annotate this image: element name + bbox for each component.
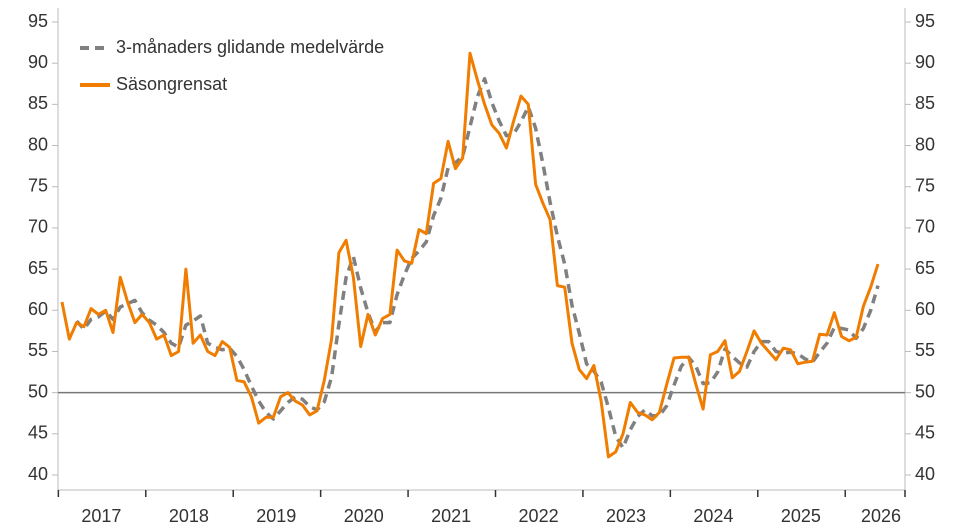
y-tick-label: 70 (28, 217, 48, 237)
x-tick-label: 2019 (256, 506, 296, 526)
y-tick-label: 55 (28, 340, 48, 360)
y2-tick-label: 95 (915, 11, 935, 31)
y-tick-label: 60 (28, 299, 48, 319)
y2-tick-label: 75 (915, 175, 935, 195)
y-tick-label: 50 (28, 381, 48, 401)
y2-tick-label: 40 (915, 464, 935, 484)
y-tick-label: 90 (28, 52, 48, 72)
x-tick-label: 2018 (169, 506, 209, 526)
series-line (75, 77, 880, 450)
y2-tick-label: 50 (915, 381, 935, 401)
legend-label: 3-månaders glidande medelvärde (116, 37, 384, 57)
x-tick-label: 2025 (781, 506, 821, 526)
y-tick-label: 75 (28, 175, 48, 195)
y-tick-label: 45 (28, 423, 48, 443)
y-tick-label: 85 (28, 93, 48, 113)
x-tick-label: 2024 (693, 506, 733, 526)
x-tick-label: 2021 (431, 506, 471, 526)
y2-tick-label: 55 (915, 340, 935, 360)
x-tick-label: 2022 (519, 506, 559, 526)
y-tick-label: 80 (28, 134, 48, 154)
y2-tick-label: 80 (915, 134, 935, 154)
y-tick-label: 40 (28, 464, 48, 484)
x-tick-label: 2026 (861, 506, 901, 526)
y2-tick-label: 65 (915, 258, 935, 278)
x-tick-label: 2017 (81, 506, 121, 526)
y2-tick-label: 90 (915, 52, 935, 72)
y2-tick-label: 60 (915, 299, 935, 319)
x-tick-label: 2020 (344, 506, 384, 526)
legend-label: Säsongrensat (116, 74, 227, 94)
series-line (60, 51, 880, 459)
y-tick-label: 65 (28, 258, 48, 278)
y2-tick-label: 45 (915, 423, 935, 443)
y2-tick-label: 70 (915, 217, 935, 237)
y2-tick-label: 85 (915, 93, 935, 113)
x-tick-label: 2023 (606, 506, 646, 526)
y-tick-label: 95 (28, 11, 48, 31)
